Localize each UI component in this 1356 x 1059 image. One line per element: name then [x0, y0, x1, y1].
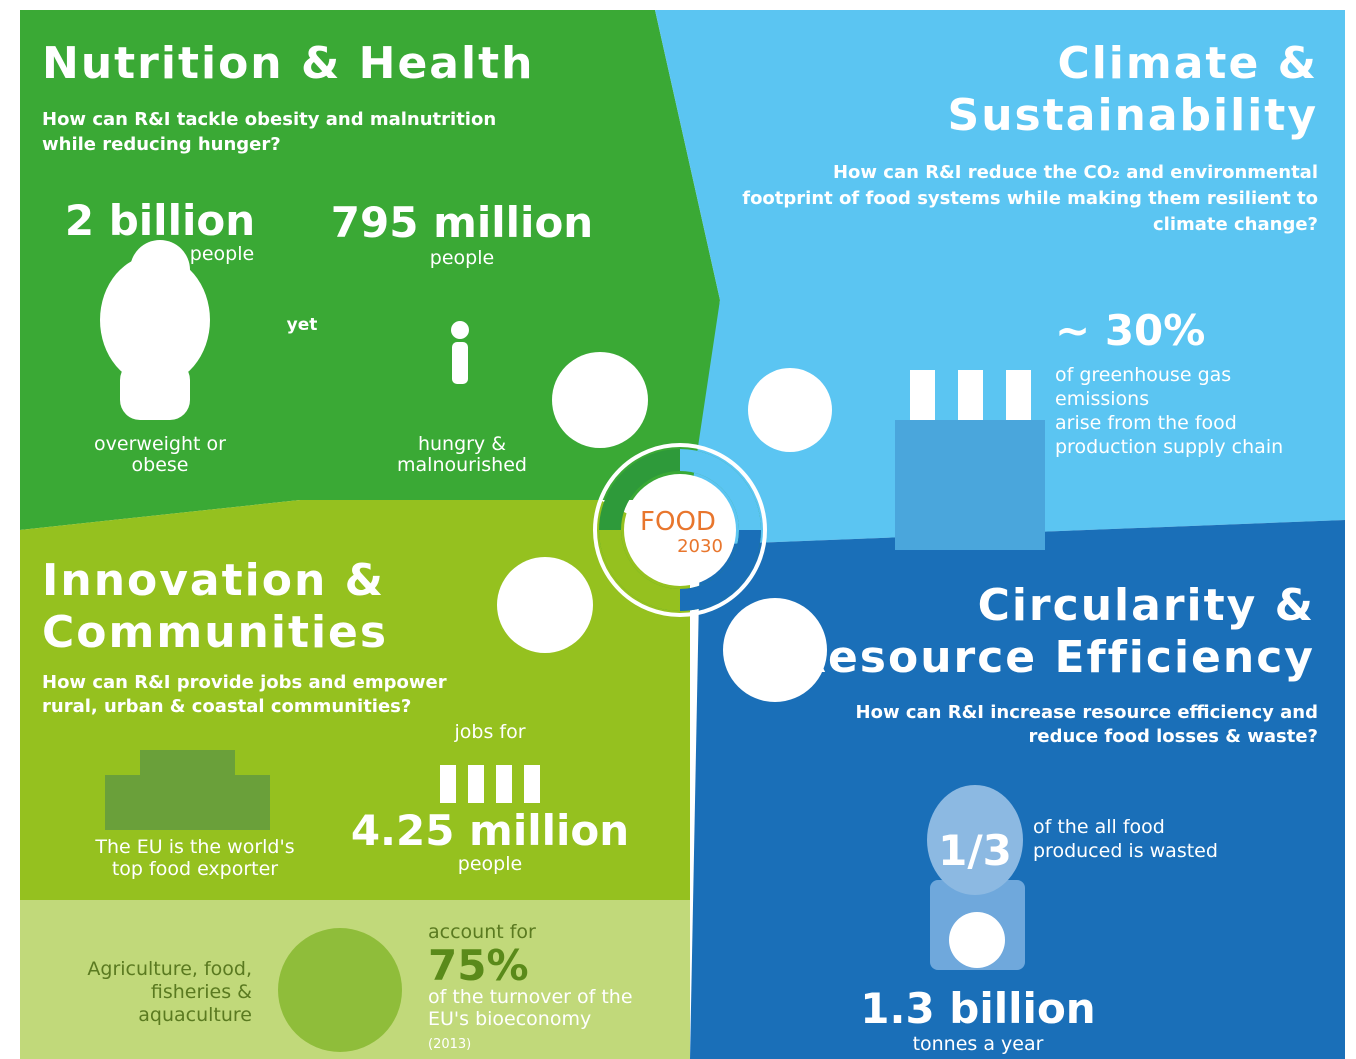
stat-year: (2013)	[428, 1037, 471, 1052]
stat-label: obese	[132, 454, 189, 476]
section-question: How can R&I tackle obesity and malnutrit…	[42, 109, 496, 130]
stat-label: fisheries &	[151, 981, 252, 1003]
stat-label: of the all food	[1033, 816, 1165, 838]
stat-intro: account for	[428, 921, 536, 943]
stat-unit: people	[430, 247, 494, 269]
stat-intro: jobs for	[453, 721, 525, 743]
stat-label: Agriculture, food,	[87, 958, 252, 980]
section-title: Climate &	[1057, 38, 1318, 89]
section-question: How can R&I increase resource efficiency…	[856, 702, 1318, 723]
stat-label: production supply chain	[1055, 436, 1283, 458]
section-title: Innovation &	[42, 555, 385, 606]
stat-value: 4.25 million	[351, 806, 629, 855]
stat-label: arise from the food	[1055, 412, 1237, 434]
connector: yet	[287, 315, 318, 335]
stat-value: 1/3	[938, 826, 1012, 875]
stat-label: aquaculture	[138, 1004, 252, 1026]
stat-label: overweight or	[94, 433, 226, 455]
section-title: Circularity &	[978, 580, 1315, 631]
stat-label: malnourished	[397, 454, 527, 476]
stat-label: hungry &	[418, 433, 506, 455]
stat-label: top food exporter	[112, 858, 278, 880]
section-question: How can R&I reduce the CO₂ and environme…	[833, 162, 1318, 183]
section-question: while reducing hunger?	[42, 134, 281, 155]
stat-label: of the turnover of the	[428, 986, 633, 1008]
stat-label: produced is wasted	[1033, 840, 1218, 862]
section-title: Sustainability	[948, 90, 1318, 141]
section-title: Communities	[42, 607, 388, 658]
stat-value: 2 billion	[65, 196, 255, 245]
stat-unit: people	[458, 853, 522, 875]
center-text: 2030	[677, 536, 723, 557]
stat-value: 795 million	[331, 198, 593, 247]
stat-unit: tonnes a year	[913, 1033, 1044, 1055]
center-text: FOOD	[640, 507, 716, 537]
section-question: How can R&I provide jobs and empower	[42, 672, 447, 693]
section-question: footprint of food systems while making t…	[742, 188, 1318, 209]
section-title: Nutrition & Health	[42, 38, 534, 89]
infographic: FOOD 2030 Nutrition & Health How can R&I …	[0, 0, 1356, 1059]
stat-label: The EU is the world's	[94, 836, 294, 858]
stat-value: 75%	[428, 941, 529, 990]
stat-value: 1.3 billion	[860, 984, 1095, 1033]
section-question: reduce food losses & waste?	[1028, 726, 1318, 747]
section-question: climate change?	[1153, 214, 1318, 235]
stat-label: emissions	[1055, 388, 1149, 410]
stat-value: ~ 30%	[1055, 306, 1205, 355]
stat-unit: people	[190, 243, 254, 265]
stat-label: EU's bioeconomy	[428, 1008, 591, 1030]
stat-label: of greenhouse gas	[1055, 364, 1231, 386]
section-title: Resource Efficiency	[792, 632, 1315, 683]
section-question: rural, urban & coastal communities?	[42, 696, 411, 717]
